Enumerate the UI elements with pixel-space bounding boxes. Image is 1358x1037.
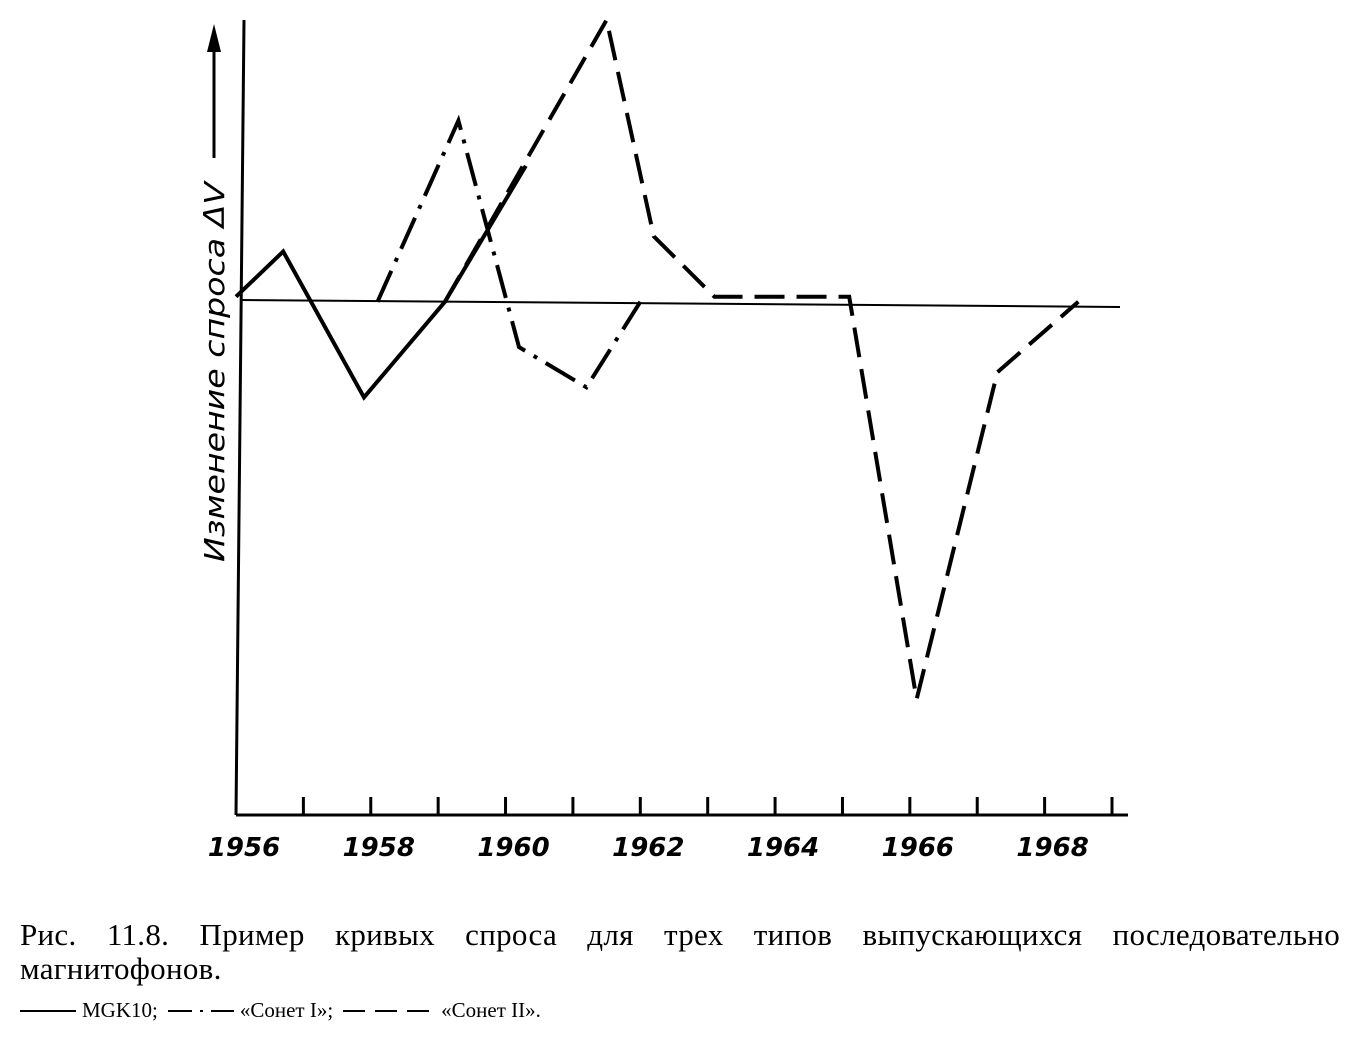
- legend: MGK10; «Сонет I»; «Сонет II».: [20, 998, 551, 1023]
- zero-baseline: [241, 299, 1121, 308]
- series-line-2: [443, 14, 1080, 700]
- x-tick-label: 1960: [477, 833, 549, 863]
- x-tick-label: 1964: [747, 833, 819, 863]
- arrow-up-icon: [207, 24, 221, 52]
- x-tick-label: 1962: [612, 833, 684, 863]
- legend-label: «Сонет I»;: [239, 998, 334, 1022]
- y-axis-label: Изменение спроса ΔV: [198, 180, 231, 562]
- x-axis-ticks: [301, 797, 1114, 815]
- series-line-0: [234, 164, 528, 401]
- x-axis-tick-labels: 1956 1958 1960 1962 1964 1966 1968: [208, 833, 1089, 863]
- legend-item-sonet-2: «Сонет II».: [343, 998, 541, 1023]
- series-lines: [234, 14, 1080, 700]
- x-tick-label: 1966: [882, 833, 954, 863]
- dashed-line-icon: [343, 1009, 436, 1012]
- y-axis: [234, 19, 246, 816]
- x-tick-label: 1968: [1016, 833, 1088, 863]
- legend-label: «Сонет II».: [441, 998, 541, 1022]
- x-tick-label: 1958: [343, 833, 415, 863]
- series-line-1: [375, 114, 642, 391]
- figure-caption: Рис. 11.8. Пример кривых спроса для трех…: [20, 917, 1340, 986]
- legend-item-sonet-1: «Сонет I»;: [167, 998, 334, 1023]
- y-axis-label-group: Изменение спроса ΔV: [198, 24, 231, 562]
- x-tick-label: 1956: [208, 833, 280, 863]
- dash-dot-line-icon: [167, 1009, 234, 1012]
- solid-line-icon: [20, 1009, 76, 1012]
- legend-label: MGK10;: [82, 998, 158, 1022]
- legend-item-mgk10: MGK10;: [20, 998, 158, 1023]
